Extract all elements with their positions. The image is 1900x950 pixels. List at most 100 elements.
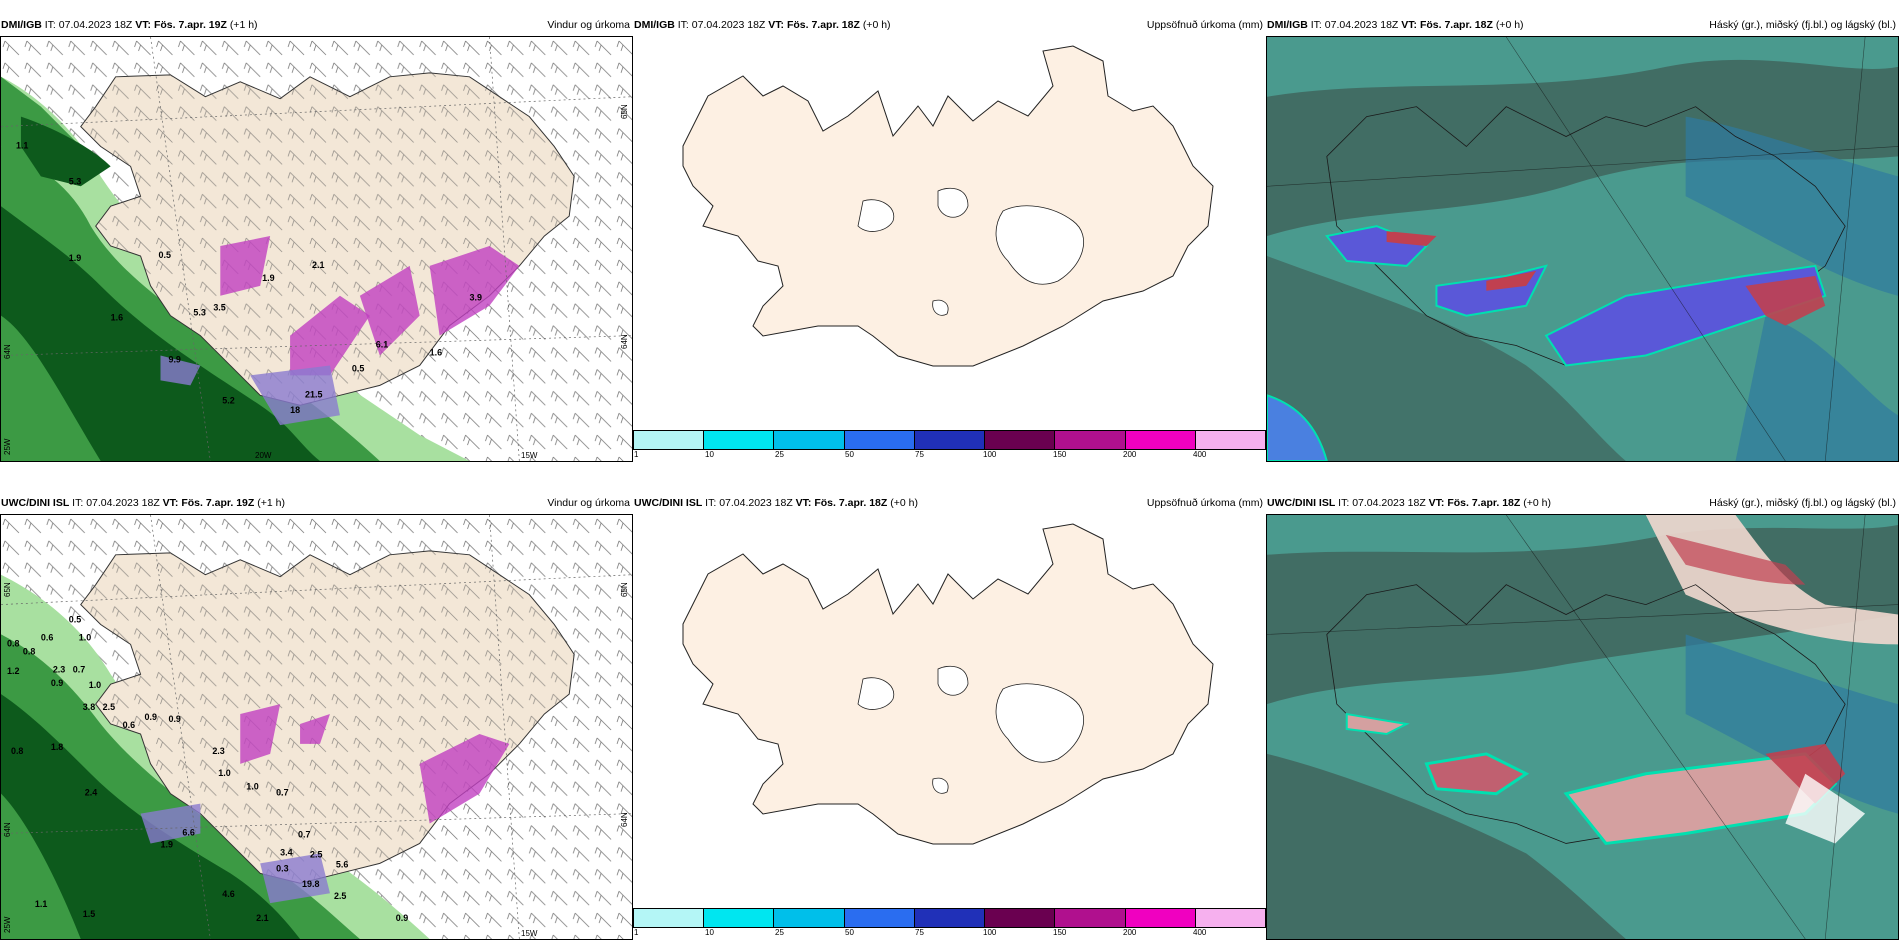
model-name: UWC/DINI ISL [634,497,703,509]
panel-dmi-wind: DMI/IGB IT: 07.04.2023 18Z VT: Fös. 7.ap… [0,14,633,462]
value-label: 5.3 [69,176,81,186]
map-frame [1266,514,1899,940]
value-label: 1.0 [246,782,258,792]
value-label: 1.9 [160,839,172,849]
value-label: 2.5 [334,891,346,901]
value-label: 0.9 [145,712,157,722]
colorbar-swatch [1055,431,1126,449]
colorbar [633,430,1266,450]
value-label: 0.8 [23,646,35,656]
value-label: 1.6 [430,348,442,358]
it-value: 07.04.2023 18Z [86,497,160,509]
colorbar-swatch [634,909,705,927]
colorbar-tick: 100 [983,450,997,459]
value-label: 9.9 [168,354,180,364]
colorbar-ticks: 1 10 25 50 75 100 150 200 400 [633,450,1266,462]
colorbar-swatch [1195,431,1265,449]
lon-label: 15W [521,451,538,460]
lead-time: (+1 h) [257,497,285,509]
lon-label: 25W [3,438,12,455]
value-label: 0.5 [69,614,81,624]
field-name: Uppsöfnuð úrkoma (mm) [1146,19,1263,31]
it-value: 07.04.2023 18Z [719,497,793,509]
panel-header: DMI/IGB IT: 07.04.2023 18Z VT: Fös. 7.ap… [633,14,1266,36]
value-label: 0.5 [352,363,364,373]
lead-time: (+0 h) [1523,497,1551,509]
lead-time: (+0 h) [862,19,891,31]
vt-value: Fös. 7.apr. 18Z [814,497,888,509]
it-value: 07.04.2023 18Z [691,19,766,31]
value-label: 1.0 [218,768,230,778]
value-label: 6.1 [376,340,388,350]
field-name: Vindur og úrkoma [547,19,630,31]
map-frame [633,36,1266,428]
value-label: 1.8 [51,742,63,752]
vt-label: VT: [135,19,152,31]
lon-label: 20W [255,451,272,460]
colorbar-tick: 50 [845,928,854,937]
wind-precip-map: 0.5 0.8 0.6 1.0 0.8 1.2 2.3 0.7 0.9 1.0 … [1,515,632,939]
panel-dmi-accum: DMI/IGB IT: 07.04.2023 18Z VT: Fös. 7.ap… [633,14,1266,462]
colorbar-swatch [774,431,845,449]
value-label: 1.0 [89,680,101,690]
lat-label: 65N [620,582,629,597]
value-label: 5.6 [336,859,348,869]
colorbar-ticks: 1 10 25 50 75 100 150 200 400 [633,928,1266,940]
colorbar-swatch [704,431,775,449]
value-label: 3.5 [213,303,225,313]
model-name: DMI/IGB [634,19,675,31]
colorbar-tick: 400 [1193,928,1207,937]
panel-uwc-accum: UWC/DINI ISL IT: 07.04.2023 18Z VT: Fös.… [633,492,1266,940]
value-label: 1.9 [262,273,274,283]
model-name: UWC/DINI ISL [1267,497,1336,509]
value-label: 6.6 [182,827,194,837]
colorbar-swatch [844,431,915,449]
value-label: 2.4 [85,788,97,798]
colorbar-tick: 10 [705,450,714,459]
it-label: IT: [72,497,84,509]
value-label: 1.2 [7,666,19,676]
colorbar-tick: 200 [1123,450,1137,459]
accum-precip-map [633,36,1266,428]
it-value: 07.04.2023 18Z [58,19,133,31]
value-label: 19.8 [302,879,319,889]
it-label: IT: [1310,19,1322,31]
panel-dmi-cloud: DMI/IGB IT: 07.04.2023 18Z VT: Fös. 7.ap… [1266,14,1899,462]
model-name: DMI/IGB [1,19,42,31]
value-label: 0.6 [123,720,135,730]
lat-label: 65N [3,582,12,597]
colorbar-swatch [985,431,1056,449]
value-label: 0.9 [168,714,180,724]
iceland-outline [1326,106,1846,366]
colorbar-swatch [1125,909,1196,927]
it-label: IT: [44,19,56,31]
it-value: 07.04.2023 18Z [1324,19,1399,31]
colorbar-swatch [634,431,705,449]
cloud-map [1267,37,1898,461]
colorbar-tick: 100 [983,928,997,937]
value-label: 1.1 [16,140,28,150]
value-label: 1.6 [111,313,123,323]
panel-header: UWC/DINI ISL IT: 07.04.2023 18Z VT: Fös.… [0,492,633,514]
value-label: 0.6 [41,632,53,642]
panel-header: DMI/IGB IT: 07.04.2023 18Z VT: Fös. 7.ap… [1266,14,1899,36]
lead-time: (+0 h) [1495,19,1524,31]
lon-label: 15W [521,929,538,938]
accum-precip-map [633,514,1266,906]
panel-header: DMI/IGB IT: 07.04.2023 18Z VT: Fös. 7.ap… [0,14,633,36]
colorbar-swatch [914,909,986,927]
value-label: 0.7 [276,788,288,798]
lat-label: 64N [620,334,629,349]
value-label: 0.9 [396,913,408,923]
lat-label: 64N [3,344,12,359]
panel-header: UWC/DINI ISL IT: 07.04.2023 18Z VT: Fös.… [1266,492,1899,514]
lat-label: 64N [620,812,629,827]
value-label: 1.1 [35,899,47,909]
value-label: 3.9 [470,293,482,303]
colorbar-tick: 400 [1193,450,1207,459]
value-label: 1.5 [83,909,95,919]
lat-label: 64N [3,822,12,837]
colorbar-tick: 150 [1053,928,1067,937]
colorbar-tick: 200 [1123,928,1137,937]
vt-value: Fös. 7.apr. 18Z [786,19,860,31]
